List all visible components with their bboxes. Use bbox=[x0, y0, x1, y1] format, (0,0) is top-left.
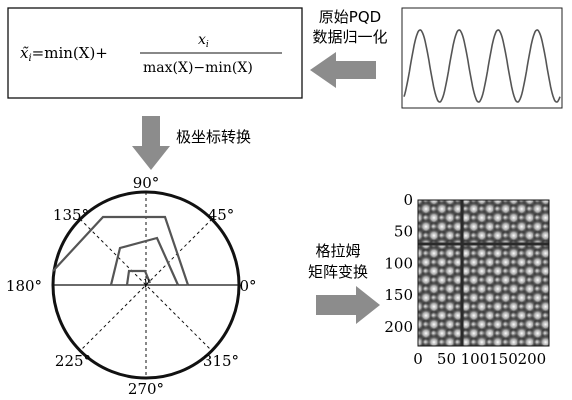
angle-label-90: 90° bbox=[133, 174, 160, 192]
formula-lhs: x̃i=min(X)+ bbox=[20, 44, 108, 64]
angle-label-180: 180° bbox=[6, 277, 42, 295]
down-arrow bbox=[132, 116, 170, 170]
x-tick-label: 200 bbox=[518, 350, 547, 368]
polar-curve-inner bbox=[125, 269, 152, 286]
x-tick-label: 50 bbox=[437, 350, 456, 368]
x-tick-label: 150 bbox=[489, 350, 518, 368]
normalize-label-line1: 原始PQD bbox=[319, 8, 381, 26]
heatmap-blob bbox=[466, 342, 482, 346]
angle-label-45: 45° bbox=[208, 206, 235, 224]
gram-label-line2: 矩阵变换 bbox=[308, 263, 368, 281]
heatmap-blob bbox=[482, 342, 498, 346]
heatmap-blob bbox=[548, 286, 549, 291]
left-arrow bbox=[310, 52, 376, 88]
heatmap-blob bbox=[553, 315, 571, 333]
heatmap-blob bbox=[548, 340, 549, 345]
heatmap-blob bbox=[548, 215, 549, 220]
right-arrow bbox=[316, 286, 380, 324]
y-tick-label: 50 bbox=[394, 223, 413, 241]
heatmap-blob bbox=[557, 239, 567, 249]
heatmap-blob bbox=[548, 322, 549, 327]
heatmap-blob bbox=[514, 342, 530, 346]
normalization-formula-box: x̃i=min(X)+ xi max(X)−min(X) bbox=[7, 7, 303, 99]
x-tick-label: 100 bbox=[461, 350, 490, 368]
original-pqd-signal-panel bbox=[401, 7, 563, 109]
polar-curve-outer bbox=[52, 215, 190, 286]
formula-denominator: max(X)−min(X) bbox=[143, 60, 253, 76]
angle-label-0: 0° bbox=[239, 277, 256, 295]
heatmap-blob bbox=[557, 346, 567, 356]
angle-label-135: 135° bbox=[53, 206, 89, 224]
heatmap-blob bbox=[553, 280, 571, 298]
polar-plot: γ 90° 45° 0° 315° 270° 225° 180° 135° bbox=[6, 174, 257, 398]
heatmap-blob bbox=[557, 293, 567, 303]
heatmap-blob bbox=[553, 351, 571, 369]
angle-label-225: 225° bbox=[55, 352, 91, 370]
heatmap-blob bbox=[553, 227, 571, 245]
gram-label-line1: 格拉姆 bbox=[315, 242, 360, 260]
heatmap-blob bbox=[548, 269, 549, 274]
heatmap-blob bbox=[546, 343, 549, 346]
heatmap-blob bbox=[553, 209, 571, 227]
angle-label-270: 270° bbox=[128, 380, 164, 398]
y-tick-label: 0 bbox=[403, 191, 413, 209]
heatmap-blob bbox=[553, 333, 571, 351]
heatmap-blob bbox=[557, 222, 567, 232]
pqd-sine-curve bbox=[403, 29, 561, 103]
y-tick-label: 100 bbox=[384, 254, 413, 272]
heatmap-blob bbox=[548, 200, 549, 203]
heatmap-blob bbox=[498, 342, 514, 346]
heatmap-blob bbox=[418, 342, 434, 346]
heatmap-blob bbox=[557, 275, 567, 285]
polar-curve-middle bbox=[109, 236, 180, 286]
heatmap-blob bbox=[553, 244, 571, 262]
heatmap-blob bbox=[548, 304, 549, 309]
formula-numerator: xi bbox=[198, 32, 209, 50]
heatmap-blob bbox=[553, 298, 571, 316]
normalize-label-line2: 数据归一化 bbox=[312, 28, 387, 46]
y-tick-label: 200 bbox=[384, 318, 413, 336]
heatmap-blob bbox=[557, 204, 567, 214]
heatmap-blob bbox=[434, 342, 450, 346]
heatmap-blob bbox=[557, 257, 567, 267]
heatmap-blob bbox=[557, 328, 567, 338]
heatmap-blob bbox=[536, 333, 549, 346]
polar-center-symbol: γ bbox=[143, 275, 150, 288]
heatmap-blob bbox=[557, 311, 567, 321]
angle-label-315: 315° bbox=[203, 352, 239, 370]
x-tick-label: 0 bbox=[413, 350, 423, 368]
heatmap-blob bbox=[553, 191, 571, 209]
heatmap-blob bbox=[548, 233, 549, 238]
heatmap-blobs bbox=[418, 191, 571, 369]
heatmap-blob bbox=[548, 251, 549, 256]
heatmap-blob bbox=[530, 342, 546, 346]
y-tick-label: 150 bbox=[384, 286, 413, 304]
heatmap-blob bbox=[549, 355, 559, 365]
heatmap-blob bbox=[553, 262, 571, 280]
polar-transform-label: 极坐标转换 bbox=[176, 128, 251, 146]
